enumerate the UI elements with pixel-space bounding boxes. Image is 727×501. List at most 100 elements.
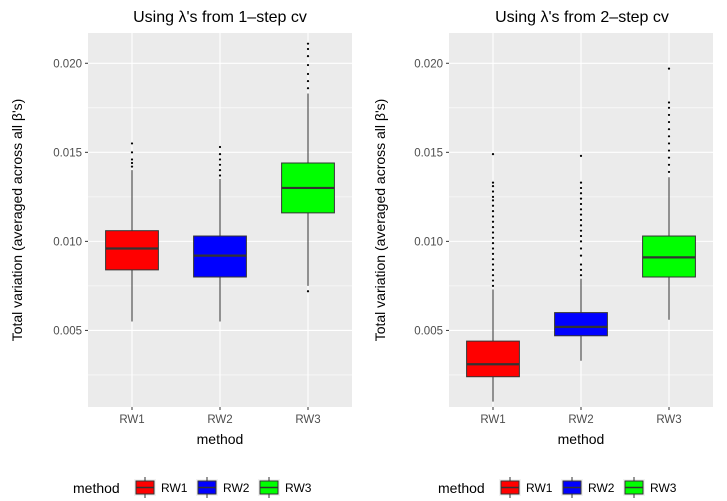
panel2-box-rw2-outlier-8 [579,224,583,227]
panel1-box-rw3-outlier-0 [306,290,310,293]
panel2-box-rw1-outlier-6 [491,252,495,255]
panel2-box-rw3-outlier-6 [667,128,671,131]
panel1-box-rw3-outlier-5 [306,55,310,58]
panel2-box-rw1-outlier-14 [491,209,495,213]
panel2-box-rw1-outlier-9 [491,236,495,239]
panel1-box-rw1-outlier-2 [130,158,134,161]
panel2-box-rw2-outlier-4 [579,247,583,250]
panel1-box-rw1 [105,230,159,271]
panel2-legend-label-rw2: RW2 [588,481,615,495]
panel2-box-rw2-outlier-6 [579,234,583,238]
panel2-box-rw2-outlier-17 [579,154,583,157]
panel2-box-rw2-outlier-0 [579,274,583,277]
panel2-box-rw2-outlier-9 [579,218,583,222]
panel1-y-tick-label-3: 0.020 [53,58,82,70]
panel1-box-rw2-outlier-2 [218,163,222,166]
panel2-y-axis-title: Total variation (averaged across all β's… [372,99,388,342]
panel2-box-rw3-outlier-7 [667,120,671,124]
panel2-box-rw1 [466,340,520,378]
panel2-box-rw2-outlier-2 [579,263,583,266]
panel2-x-tick-label-rw2: RW2 [568,414,593,426]
panel1-box-rw3-outlier-2 [306,79,310,83]
panel2-x-tick-label-rw1: RW1 [480,414,505,426]
panel2-box-rw1-outlier-2 [491,274,495,277]
panel2-box-rw1-outlier-1 [491,279,495,282]
panel2-box-rw1-outlier-13 [491,215,495,218]
panel2-box-rw1-outlier-17 [491,195,495,198]
panel2-box-rw2-outlier-12 [579,202,583,206]
panel1-box-rw3-outlier-4 [306,63,310,67]
panel2-legend-title: method [438,480,485,496]
panel2-box-rw2-outlier-1 [579,268,583,271]
panel2-box-rw3-outlier-4 [667,142,671,145]
panel2-box-rw3-outlier-0 [667,170,671,174]
panel2-box-rw2 [554,312,608,337]
panel1-y-tick-label-0: 0.005 [53,325,82,337]
panel2-box-rw3-outlier-5 [667,135,671,138]
panel2-box-rw1-outlier-20 [491,181,495,184]
panel1-box-rw2-outlier-3 [218,158,222,161]
panel2-legend-label-rw3: RW3 [650,481,677,495]
panel2-x-tick-label-rw3: RW3 [656,414,681,426]
panel2-box-rw3-outlier-2 [667,156,671,159]
panel1-box-rw2-outlier-4 [218,153,222,156]
panel2-y-tick-label-2: 0.015 [414,147,443,159]
panel2-box-rw3-outlier-1 [667,163,671,166]
panel1-box-rw2-outlier-0 [218,174,222,177]
panel2-box-rw3-outlier-8 [667,113,671,117]
panel1-title: Using λ's from 1–step cv [133,9,307,26]
panel1-box-rw3-outlier-6 [306,47,310,51]
panel2-box-rw1-outlier-3 [491,268,495,271]
panel1-legend-label-rw2: RW2 [223,481,250,495]
panel1-box-rw1-outlier-3 [130,151,134,154]
panel2-box-rw2-outlier-7 [579,229,583,232]
panel2-box-rw1-outlier-21 [491,153,495,156]
panel2-box-rw1-outlier-15 [491,204,495,207]
panel1-box-rw1-outlier-1 [130,161,134,165]
panel2-box-rw2-outlier-3 [579,254,583,257]
panel2-box-rw3-outlier-9 [667,106,671,109]
panel2-box-rw3-outlier-11 [667,67,671,70]
panel2-box-rw1-outlier-12 [491,220,495,223]
panel1-box-rw2-outlier-5 [218,145,222,149]
panel2-box-rw1-outlier-4 [491,263,495,266]
panel1-box-rw2-outlier-1 [218,169,222,172]
panel2-y-tick-label-3: 0.020 [414,58,443,70]
panel1-x-tick-label-rw1: RW1 [119,414,144,426]
panel2-box-rw1-outlier-7 [491,247,495,250]
panel2-box-rw1-outlier-0 [491,284,495,287]
panel1-y-axis-title: Total variation (averaged across all β's… [9,99,25,342]
panel1-box-rw1-outlier-4 [130,142,134,145]
panel2-box-rw2-outlier-10 [579,213,583,216]
panel1-legend-label-rw3: RW3 [285,481,312,495]
panel1-legend-title: method [73,480,120,496]
panel2-box-rw2-outlier-16 [579,181,583,184]
panel1-box-rw3-outlier-3 [306,72,310,76]
panel2-box-rw2-outlier-5 [579,240,583,243]
panel2-y-tick-label-1: 0.010 [414,236,443,248]
panel1-box-rw3-outlier-7 [306,42,310,45]
panel2-x-axis-title: method [558,431,605,447]
panel2-box-rw3-outlier-10 [667,101,671,104]
panel2-box-rw1-outlier-19 [491,185,495,188]
panel2-box-rw1-outlier-5 [491,258,495,261]
panel2-box-rw2-outlier-13 [579,197,583,200]
panel1-x-tick-label-rw3: RW3 [295,414,320,426]
panel2-box-rw3-outlier-3 [667,149,671,152]
panel2-y-tick-label-0: 0.005 [414,325,443,337]
panel2-box-rw1-outlier-8 [491,242,495,245]
panel2-box-rw1-outlier-10 [491,231,495,234]
panel2-box-rw1-outlier-16 [491,199,495,202]
panel2-box-rw1-outlier-18 [491,190,495,193]
panel2-title: Using λ's from 2–step cv [495,9,669,26]
panel1-x-axis-title: method [197,431,244,447]
panel2-box-rw2-outlier-15 [579,186,583,190]
panel1-x-tick-label-rw2: RW2 [207,414,232,426]
panel2-box-rw2-outlier-14 [579,192,583,195]
panel1-legend-label-rw1: RW1 [161,481,188,495]
panel2-box-rw1-outlier-11 [491,226,495,229]
panel1-y-tick-label-2: 0.015 [53,147,82,159]
panel1-y-tick-label-1: 0.010 [53,236,82,248]
panel2-box-rw2-outlier-11 [579,208,583,211]
